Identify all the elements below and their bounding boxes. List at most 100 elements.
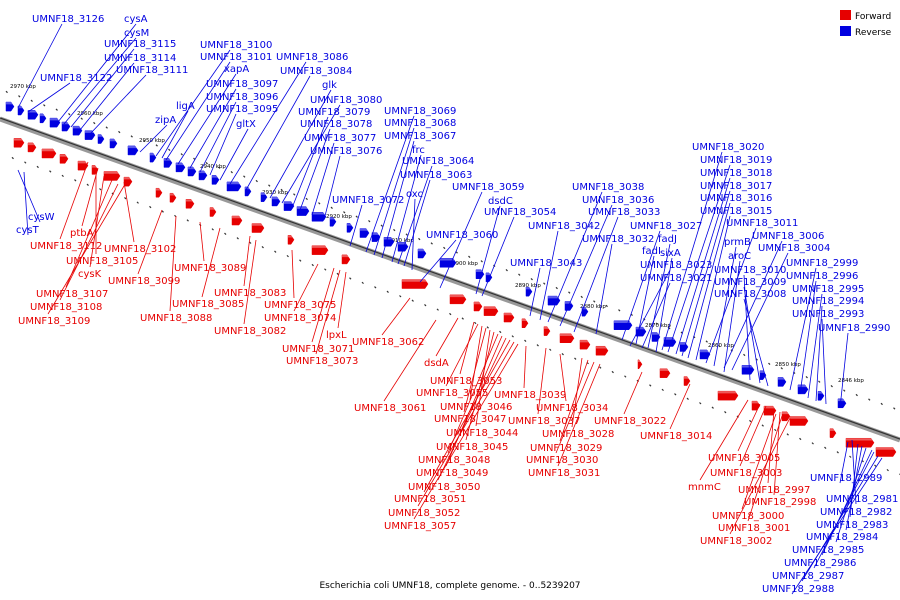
gene-leader-line bbox=[291, 116, 329, 209]
forward-gene-label: UMNF18_3085 bbox=[172, 299, 244, 310]
tick-mark bbox=[843, 389, 846, 392]
gene-leader-line bbox=[647, 243, 671, 349]
reverse-gene-arrow bbox=[383, 236, 395, 247]
reverse-gene-label: UMNF18_3063 bbox=[400, 170, 472, 181]
gene-leader-line bbox=[791, 457, 883, 595]
reverse-gene-arrow bbox=[260, 192, 268, 202]
forward-gene-label: UMNF18_3102 bbox=[104, 244, 176, 255]
reverse-gene-arrow bbox=[741, 365, 755, 375]
reverse-gene-label: UMNF18_3011 bbox=[726, 218, 798, 229]
tick-mark bbox=[349, 277, 352, 280]
forward-gene-arrow bbox=[637, 359, 643, 370]
reverse-gene-label: UMNF18_3122 bbox=[40, 73, 112, 84]
reverse-gene-label: UMNF18_3015 bbox=[700, 206, 772, 217]
tick-mark bbox=[399, 295, 402, 298]
forward-gene-arrow bbox=[829, 428, 837, 438]
gene-leader-line bbox=[699, 399, 749, 481]
reverse-gene-label: UMNF18_2985 bbox=[792, 545, 864, 556]
tick-mark bbox=[74, 179, 77, 182]
gene-leader-line bbox=[63, 37, 137, 125]
reverse-gene-arrow bbox=[198, 170, 208, 181]
reverse-gene-label: UMNF18_3017 bbox=[700, 181, 772, 192]
tick-mark bbox=[436, 308, 439, 311]
reverse-gene-label: UMNF18_3021 bbox=[640, 273, 712, 284]
reverse-gene-label: oxc bbox=[406, 189, 423, 200]
forward-gene-arrow bbox=[763, 405, 777, 416]
gene-leader-line bbox=[57, 23, 137, 123]
forward-gene-label: UMNF18_3048 bbox=[418, 455, 490, 466]
tick-mark bbox=[168, 148, 171, 152]
tick-mark bbox=[830, 384, 833, 388]
gene-leader-line bbox=[641, 282, 671, 349]
tick-mark bbox=[743, 353, 746, 357]
tick-mark bbox=[474, 321, 477, 325]
gene-leader-line bbox=[243, 239, 257, 325]
tick-mark bbox=[336, 272, 339, 276]
forward-gene-label: lpxL bbox=[326, 330, 347, 341]
gene-leader-line bbox=[439, 191, 483, 289]
reverse-gene-arrow bbox=[439, 258, 457, 268]
legend-forward-label: Forward bbox=[855, 12, 891, 22]
forward-gene-label: UMNF18_3105 bbox=[66, 256, 138, 267]
reverse-gene-label: UMNF18_3076 bbox=[310, 146, 382, 157]
gene-leader-line bbox=[475, 205, 501, 295]
forward-gene-label: UMNF18_3039 bbox=[494, 390, 566, 401]
gene-leader-line bbox=[189, 88, 237, 169]
axis-tick-label: 2860 kbp bbox=[708, 343, 734, 349]
reverse-gene-label: UMNF18_2994 bbox=[792, 296, 864, 307]
forward-gene-arrow bbox=[789, 416, 809, 426]
tick-mark bbox=[299, 259, 302, 262]
forward-gene-arrow bbox=[41, 148, 57, 159]
gene-leader-line bbox=[137, 209, 163, 275]
gene-leader-line bbox=[559, 353, 567, 402]
tick-mark bbox=[161, 210, 164, 213]
tick-mark bbox=[618, 309, 621, 312]
reverse-gene-label: UMNF18_3077 bbox=[304, 133, 376, 144]
reverse-gene-label: fadJ bbox=[658, 234, 677, 245]
forward-gene-label: ptbA bbox=[70, 228, 94, 239]
tick-mark bbox=[455, 251, 458, 254]
forward-gene-label: UMNF18_2998 bbox=[744, 497, 816, 508]
gene-leader-line bbox=[675, 177, 731, 355]
tick-mark bbox=[18, 95, 21, 98]
gene-arrows-layer bbox=[5, 101, 897, 457]
forward-gene-label: UMNF18_3050 bbox=[408, 482, 480, 493]
tick-mark bbox=[11, 156, 14, 160]
gene-leader-line bbox=[373, 127, 415, 256]
tick-mark bbox=[711, 406, 714, 409]
tick-mark bbox=[61, 174, 64, 178]
tick-mark bbox=[274, 250, 277, 253]
gene-leader-line bbox=[459, 321, 475, 375]
reverse-gene-arrow bbox=[5, 101, 15, 112]
reverse-gene-label: UMNF18_3100 bbox=[200, 40, 272, 51]
reverse-gene-label: ligA bbox=[176, 101, 195, 112]
forward-gene-label: UMNF18_3061 bbox=[354, 403, 426, 414]
gene-leader-line bbox=[243, 235, 251, 287]
tick-mark bbox=[280, 188, 283, 192]
tick-mark bbox=[36, 165, 39, 169]
forward-gene-arrow bbox=[251, 223, 265, 233]
forward-gene-label: UMNF18_3028 bbox=[542, 429, 614, 440]
reverse-gene-arrow bbox=[97, 134, 105, 144]
tick-mark bbox=[24, 161, 27, 164]
gene-leader-line bbox=[437, 337, 507, 481]
tick-mark bbox=[674, 393, 677, 396]
gene-leader-line bbox=[79, 62, 135, 131]
forward-gene-label: UMNF18_3109 bbox=[18, 316, 90, 327]
gene-leader-line bbox=[463, 327, 487, 413]
tick-mark bbox=[124, 196, 127, 200]
reverse-gene-arrow bbox=[283, 201, 295, 211]
tick-mark bbox=[655, 322, 658, 325]
gene-leader-line bbox=[821, 318, 827, 405]
reverse-gene-label: prmB bbox=[724, 237, 751, 248]
axis-tick-label: 2880 kbp bbox=[580, 304, 606, 310]
gene-leader-line bbox=[169, 215, 177, 312]
gene-leader-line bbox=[731, 252, 789, 371]
gene-leader-line bbox=[573, 216, 619, 333]
tick-mark bbox=[130, 135, 133, 138]
gene-leader-line bbox=[81, 167, 99, 227]
forward-gene-arrow bbox=[503, 312, 515, 323]
tick-mark bbox=[799, 437, 802, 441]
gene-leader-line bbox=[799, 280, 817, 395]
forward-gene-label: UMNF18_3037 bbox=[508, 416, 580, 427]
